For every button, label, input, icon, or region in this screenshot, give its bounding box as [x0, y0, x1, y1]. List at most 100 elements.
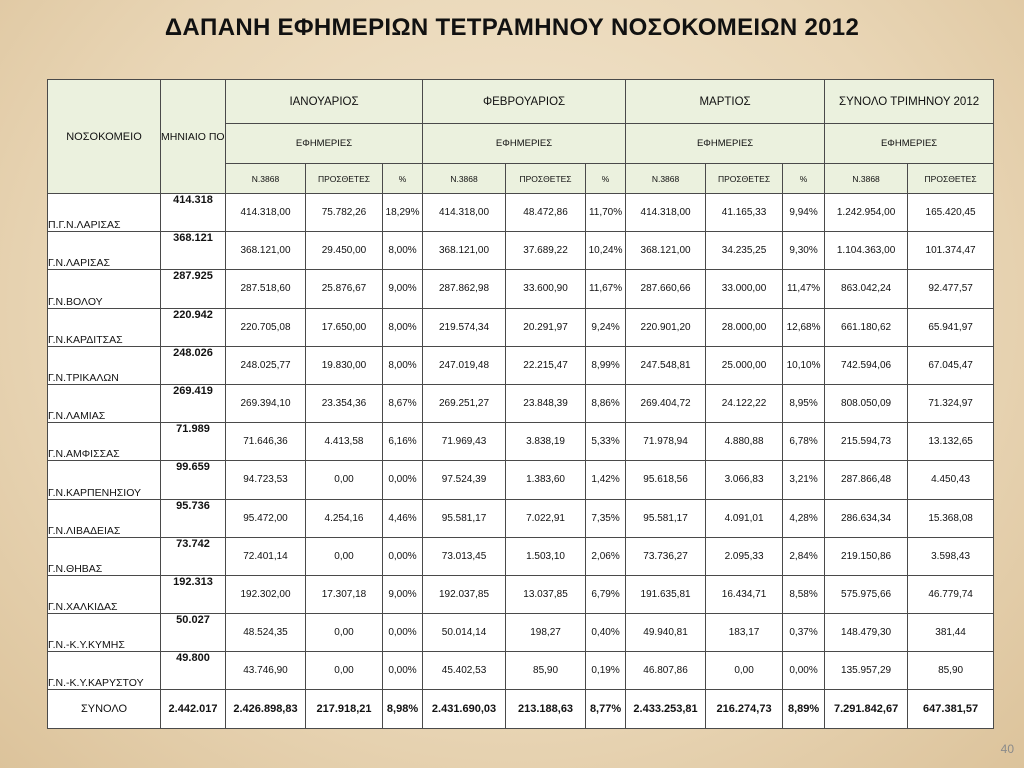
table-row: Γ.Ν.ΤΡΙΚΑΛΩΝ 248.026 248.025,77 19.830,00 8,…	[47, 345, 995, 385]
value-cell: 9,00%	[381, 269, 424, 309]
value-cell: 13.132,65	[907, 422, 995, 462]
value-cell: 0,00%	[381, 651, 424, 691]
value-cell: 1.503,10	[505, 536, 587, 576]
value-cell: 269.394,10	[225, 383, 306, 424]
value-cell: 575.975,66	[824, 574, 909, 615]
total-value-cell: 2.431.690,03	[422, 689, 507, 729]
value-cell: 17.650,00	[305, 307, 383, 347]
value-cell: 49.940,81	[625, 613, 707, 653]
value-cell: 48.524,35	[225, 613, 306, 653]
hospital-name: Γ.Ν.ΒΟΛΟΥ	[47, 269, 161, 309]
value-cell: 4.091,01	[705, 498, 784, 538]
value-cell: 50.014,14	[422, 613, 507, 653]
monthly-credit: 248.026	[160, 345, 226, 385]
total-value-cell: 8,77%	[585, 689, 627, 729]
value-cell: 85,90	[907, 651, 995, 691]
value-cell: 191.635,81	[625, 574, 707, 615]
value-cell: 0,00	[305, 613, 383, 653]
total-value-cell: 647.381,57	[907, 689, 995, 729]
value-cell: 165.420,45	[907, 192, 995, 233]
value-cell: 1.242.954,00	[824, 192, 909, 233]
value-cell: 4,28%	[782, 498, 826, 538]
monthly-credit: 95.736	[160, 498, 226, 538]
value-cell: 286.634,34	[824, 498, 909, 538]
monthly-credit: 368.121	[160, 231, 226, 271]
value-cell: 67.045,47	[907, 345, 995, 385]
value-cell: 414.318,00	[422, 192, 507, 233]
value-cell: 5,33%	[585, 422, 627, 462]
total-value-cell: 8,98%	[381, 689, 424, 729]
value-cell: 2,06%	[585, 536, 627, 576]
value-cell: 0,00	[305, 460, 383, 500]
value-cell: 8,00%	[381, 345, 424, 385]
value-cell: 65.941,97	[907, 307, 995, 347]
header-law-jan: Ν.3868	[225, 163, 306, 194]
value-cell: 135.957,29	[824, 651, 909, 691]
value-cell: 3,21%	[782, 460, 826, 500]
value-cell: 3.598,43	[907, 536, 995, 576]
value-cell: 71.978,94	[625, 422, 707, 462]
value-cell: 37.689,22	[505, 231, 587, 271]
value-cell: 0,00%	[381, 460, 424, 500]
hospital-name: Γ.Ν.ΑΜΦΙΣΣΑΣ	[47, 422, 161, 462]
value-cell: 9,00%	[381, 574, 424, 615]
value-cell: 368.121,00	[225, 231, 306, 271]
monthly-credit: 414.318	[160, 192, 226, 233]
value-cell: 3.066,83	[705, 460, 784, 500]
value-cell: 192.037,85	[422, 574, 507, 615]
value-cell: 8,95%	[782, 383, 826, 424]
value-cell: 0,40%	[585, 613, 627, 653]
table-row: Γ.Ν.-Κ.Υ.ΚΥΜΗΣ 50.027 48.524,35 0,00 0,00% 50…	[47, 613, 995, 653]
value-cell: 95.581,17	[422, 498, 507, 538]
value-cell: 6,16%	[381, 422, 424, 462]
header-total-period: ΣΥΝΟΛΟ ΤΡΙΜΗΝΟΥ 2012	[824, 79, 995, 124]
value-cell: 247.548,81	[625, 345, 707, 385]
value-cell: 73.013,45	[422, 536, 507, 576]
value-cell: 25.000,00	[705, 345, 784, 385]
value-cell: 11,70%	[585, 192, 627, 233]
table-row: Γ.Ν.ΚΑΡΔΙΤΣΑΣ 220.942 220.705,08 17.650,00 8…	[47, 307, 995, 347]
value-cell: 0,00%	[381, 536, 424, 576]
value-cell: 101.374,47	[907, 231, 995, 271]
value-cell: 247.019,48	[422, 345, 507, 385]
header-shifts-total: ΕΦΗΜΕΡΙΕΣ	[824, 123, 995, 164]
header-january: ΙΑΝΟΥΑΡΙΟΣ	[224, 79, 424, 124]
value-cell: 29.450,00	[305, 231, 383, 271]
value-cell: 2,84%	[782, 536, 826, 576]
header-extra-mar: ΠΡΟΣΘΕΤΕΣ	[705, 163, 784, 194]
value-cell: 4.413,58	[305, 422, 383, 462]
header-pct-mar: %	[782, 163, 826, 194]
value-cell: 71.969,43	[422, 422, 507, 462]
monthly-credit: 50.027	[160, 613, 226, 653]
value-cell: 22.215,47	[505, 345, 587, 385]
value-cell: 1,42%	[585, 460, 627, 500]
value-cell: 198,27	[505, 613, 587, 653]
value-cell: 0,00	[305, 651, 383, 691]
value-cell: 4.880,88	[705, 422, 784, 462]
value-cell: 45.402,53	[422, 651, 507, 691]
value-cell: 97.524,39	[422, 460, 507, 500]
table-row: Γ.Ν.ΑΜΦΙΣΣΑΣ 71.989 71.646,36 4.413,58 6,16%…	[47, 422, 995, 462]
value-cell: 4.450,43	[907, 460, 995, 500]
value-cell: 41.165,33	[705, 192, 784, 233]
value-cell: 25.876,67	[305, 269, 383, 309]
table-row: Γ.Ν.ΛΑΜΙΑΣ 269.419 269.394,10 23.354,36 8,67…	[47, 383, 995, 424]
header-march: ΜΑΡΤΙΟΣ	[625, 79, 826, 124]
value-cell: 9,94%	[782, 192, 826, 233]
value-cell: 28.000,00	[705, 307, 784, 347]
value-cell: 46.807,86	[625, 651, 707, 691]
monthly-credit: 220.942	[160, 307, 226, 347]
value-cell: 220.705,08	[225, 307, 306, 347]
value-cell: 43.746,90	[225, 651, 306, 691]
value-cell: 16.434,71	[705, 574, 784, 615]
value-cell: 248.025,77	[225, 345, 306, 385]
value-cell: 6,78%	[782, 422, 826, 462]
value-cell: 73.736,27	[625, 536, 707, 576]
value-cell: 215.594,73	[824, 422, 909, 462]
value-cell: 414.318,00	[625, 192, 707, 233]
hospital-name: Γ.Ν.-Κ.Υ.ΚΑΡΥΣΤΟΥ	[47, 651, 161, 691]
monthly-credit: 287.925	[160, 269, 226, 309]
header-pct-jan: %	[381, 163, 424, 194]
hospital-name: Γ.Ν.ΤΡΙΚΑΛΩΝ	[47, 345, 161, 385]
value-cell: 46.779,74	[907, 574, 995, 615]
